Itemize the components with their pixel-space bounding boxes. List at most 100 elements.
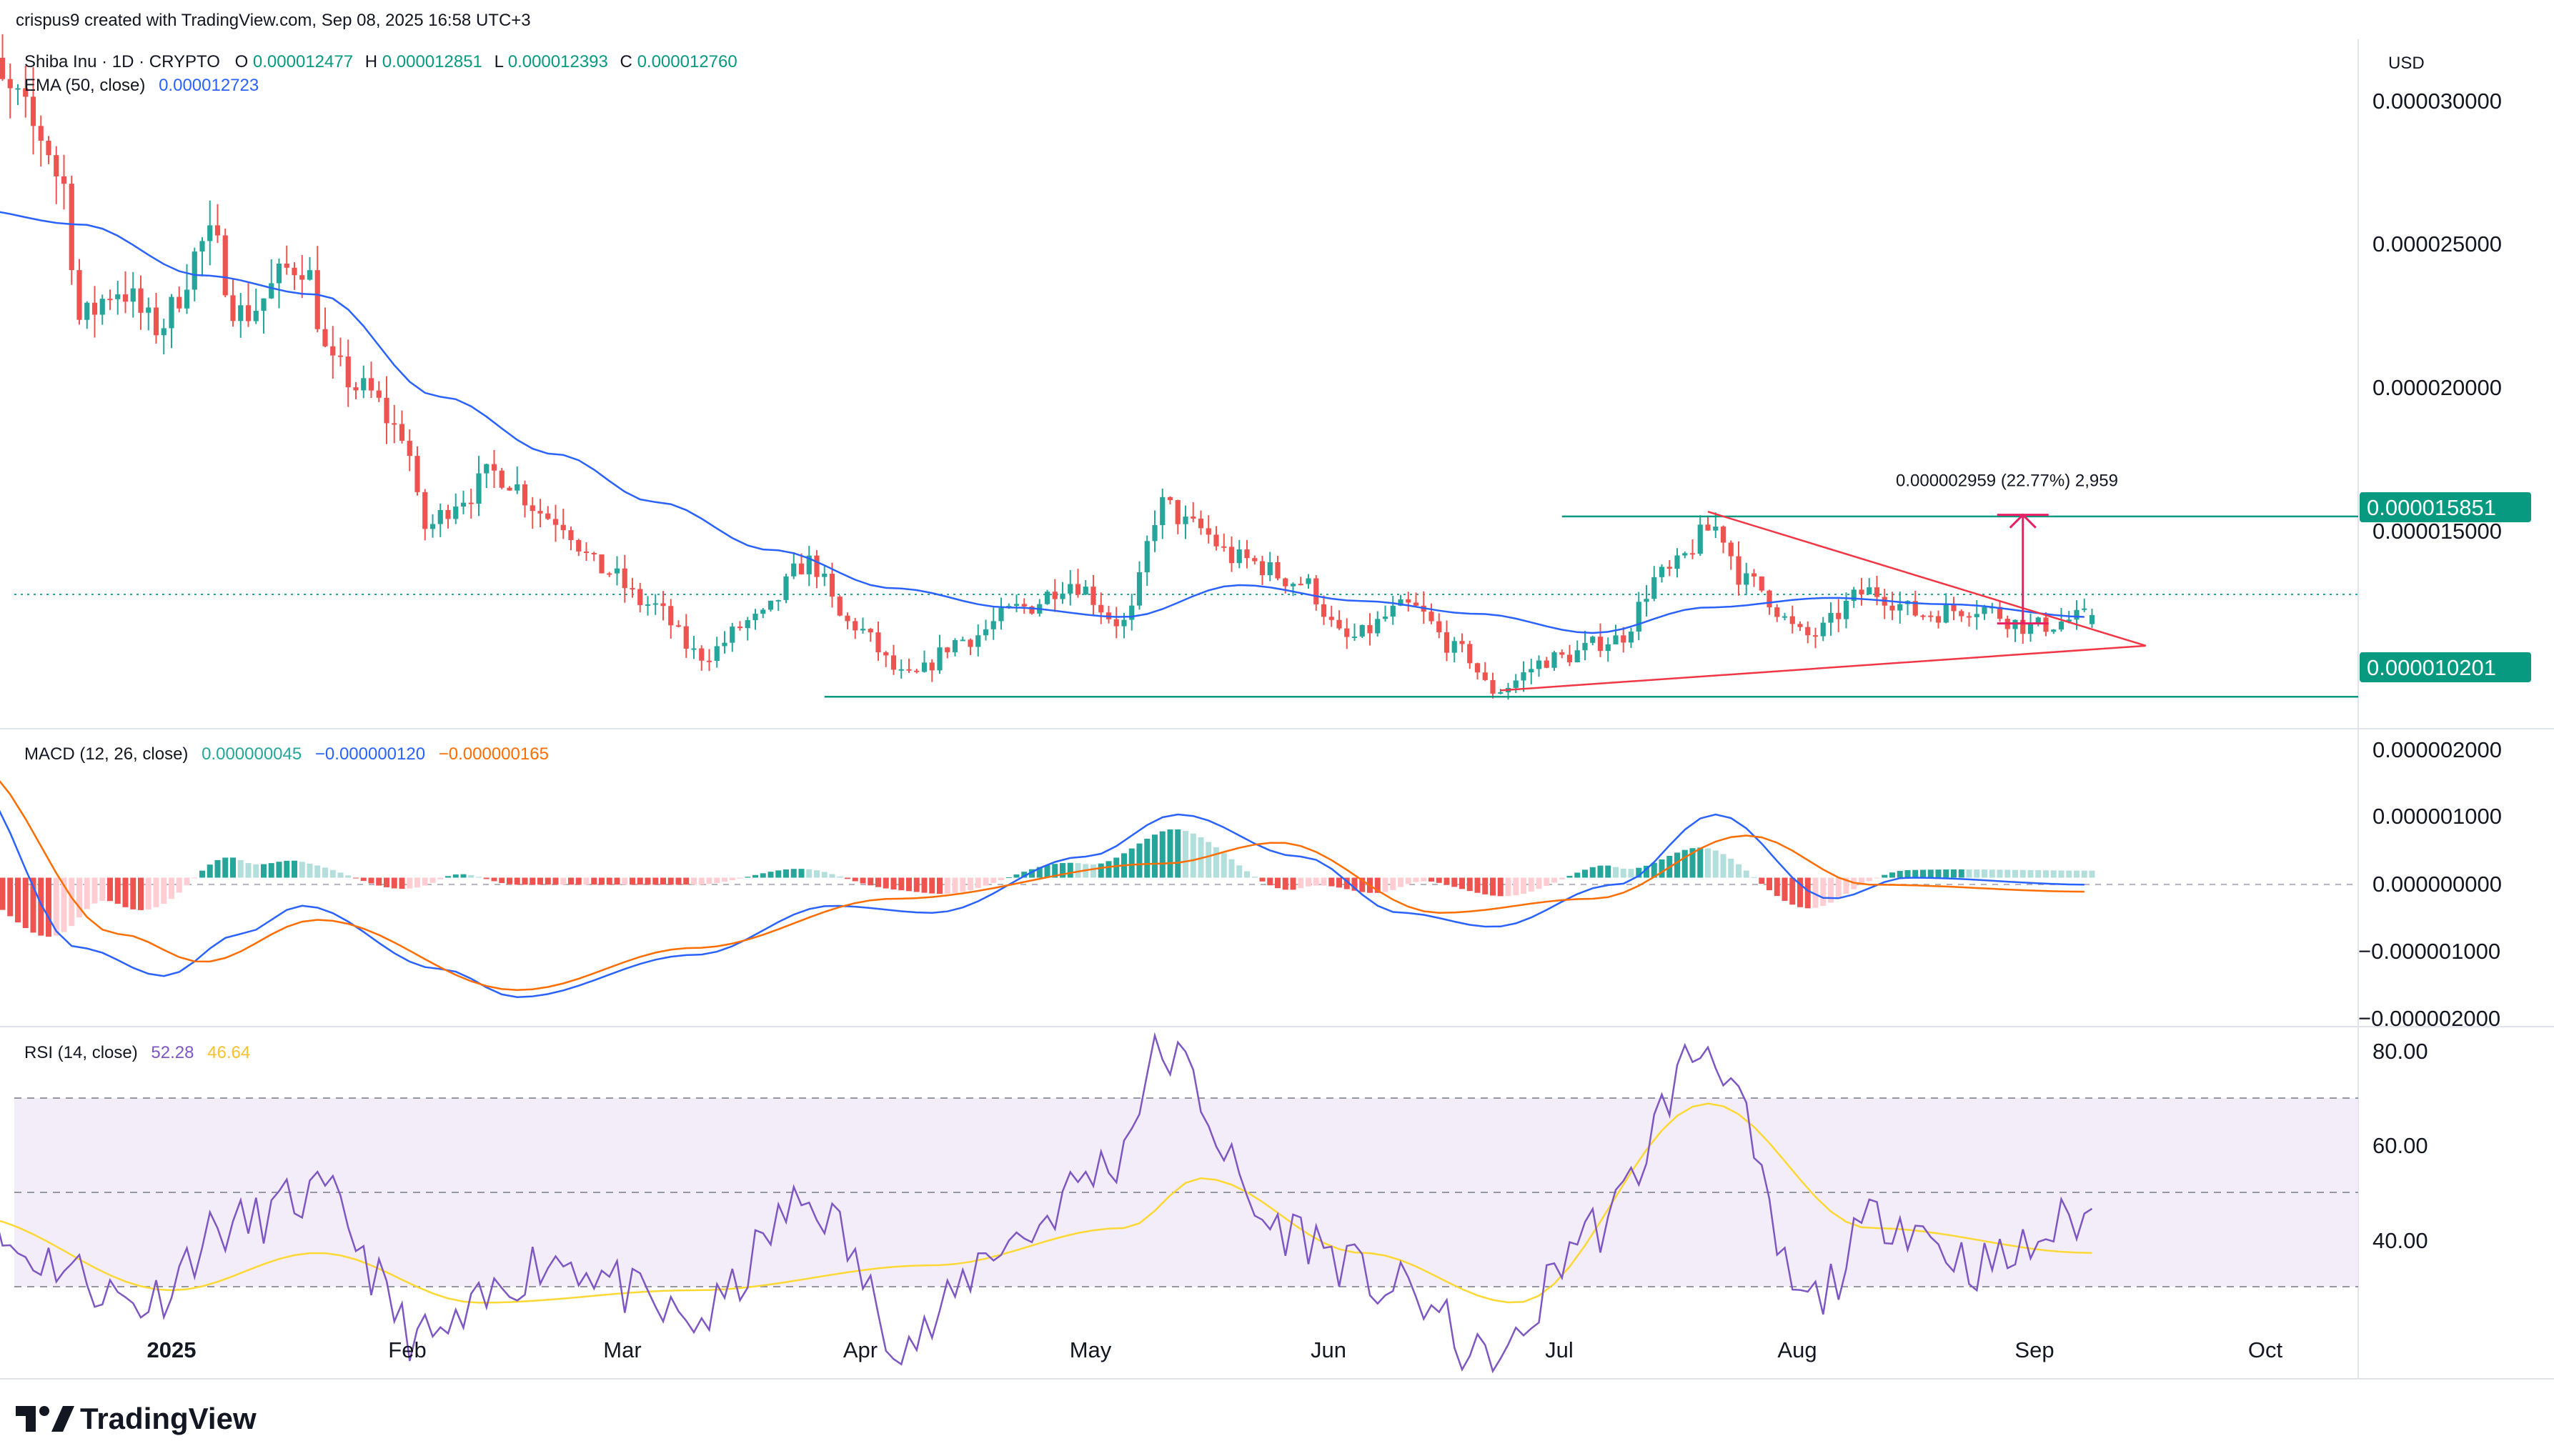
macd-bar — [575, 877, 582, 885]
macd-bar — [1236, 865, 1243, 878]
macd-bar — [399, 877, 405, 889]
candle — [1459, 633, 1465, 652]
macd-bar — [890, 877, 897, 889]
candle — [1060, 582, 1065, 604]
rsi-ma-line — [0, 1102, 2092, 1304]
price-candles[interactable] — [0, 34, 2095, 700]
macd-bar — [499, 877, 505, 884]
macd-bar — [1336, 877, 1342, 888]
triangle-lower-line[interactable] — [1500, 644, 2146, 692]
resistance-badge[interactable] — [2360, 492, 2531, 522]
candle — [1997, 601, 2003, 622]
candle — [960, 637, 965, 642]
candle — [791, 552, 797, 579]
time-tick-jun: Jun — [1311, 1337, 1346, 1362]
macd-bar — [1413, 877, 1419, 882]
symbol-legend[interactable]: Shiba Inu · 1D · CRYPTO O 0.000012477 H … — [24, 52, 737, 71]
candle — [460, 490, 467, 514]
tradingview-logo[interactable]: TradingView — [16, 1402, 257, 1435]
rsi-ma-value: 46.64 — [207, 1043, 250, 1062]
candle — [1674, 548, 1680, 578]
macd-bar — [230, 857, 236, 878]
macd-bar — [1966, 869, 1972, 878]
candle — [468, 488, 474, 519]
ema-legend[interactable]: EMA (50, close) 0.000012723 — [24, 76, 259, 95]
candle — [1559, 649, 1565, 659]
rsi-legend[interactable]: RSI (14, close) 52.28 46.64 — [24, 1043, 250, 1062]
macd-bar — [1167, 829, 1173, 878]
macd-bar — [1997, 869, 2003, 878]
candle — [269, 259, 274, 299]
macd-bar — [2058, 870, 2064, 878]
macd-bar — [7, 877, 14, 917]
macd-bar — [184, 877, 190, 886]
macd-bar — [1958, 869, 1964, 878]
macd-bar — [814, 870, 820, 878]
macd-bar — [1705, 848, 1711, 878]
candle — [760, 608, 766, 619]
macd-bar — [1343, 877, 1350, 889]
macd-bar — [0, 877, 6, 910]
macd-bar — [1513, 877, 1519, 896]
macd-bar — [153, 877, 159, 907]
macd-bar — [38, 877, 44, 936]
macd-bar — [1105, 861, 1112, 878]
candle — [1213, 526, 1219, 551]
candle — [737, 621, 743, 631]
candle — [384, 376, 389, 444]
candle — [1037, 599, 1043, 617]
candle — [484, 463, 490, 489]
macd-bar — [1090, 864, 1096, 878]
candle — [1175, 499, 1181, 534]
candle — [1521, 661, 1526, 692]
candle — [1982, 604, 1987, 620]
macd-bar — [307, 863, 313, 878]
macd-bar — [1566, 875, 1573, 878]
candle — [767, 600, 774, 612]
macd-bar — [329, 869, 336, 878]
candle — [1851, 587, 1857, 608]
macd-bar — [990, 877, 997, 883]
triangle-upper-line[interactable] — [1707, 511, 2147, 647]
currency-label[interactable]: USD — [2388, 54, 2425, 73]
candle — [1267, 552, 1273, 582]
macd-bar — [1651, 862, 1657, 878]
macd-bar — [568, 877, 574, 885]
candle — [622, 554, 627, 603]
candle — [1167, 496, 1173, 504]
macd-bar — [1497, 877, 1504, 897]
candle — [1351, 623, 1358, 642]
macd-bar — [192, 877, 198, 879]
candle — [1651, 566, 1657, 602]
candle — [868, 628, 873, 642]
macd-bar — [606, 877, 612, 885]
macd-bar — [53, 877, 59, 936]
candle — [1244, 539, 1250, 569]
macd-bar — [1505, 877, 1511, 897]
candle — [2004, 615, 2010, 638]
candle — [84, 301, 90, 329]
candle — [122, 271, 129, 314]
candle — [1728, 540, 1734, 570]
candle — [837, 594, 843, 617]
macd-bar — [1528, 877, 1534, 892]
macd-legend[interactable]: MACD (12, 26, close) 0.000000045 −0.0000… — [24, 744, 549, 764]
macd-bar — [691, 877, 697, 885]
candle — [146, 297, 151, 331]
macd-bar — [1428, 877, 1434, 882]
macd-bar — [414, 877, 420, 888]
candle — [353, 382, 359, 399]
rsi-tick-60: 60.00 — [2372, 1133, 2428, 1158]
drawings-layer[interactable] — [824, 511, 2358, 698]
candle — [522, 480, 528, 518]
candle — [345, 339, 351, 407]
macd-bar — [852, 877, 858, 882]
macd-bar — [322, 867, 328, 878]
candle — [752, 609, 758, 630]
candle — [1705, 515, 1711, 531]
macd-bar — [1674, 852, 1680, 878]
symbol-title: Shiba Inu · 1D · CRYPTO — [24, 52, 220, 71]
macd-bar — [1974, 869, 1980, 878]
support-badge[interactable] — [2360, 652, 2531, 682]
